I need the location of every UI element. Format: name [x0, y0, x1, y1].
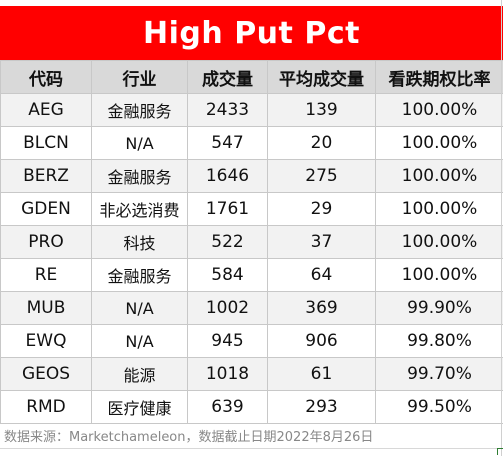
cell-ticker[interactable]: MUB [0, 291, 92, 325]
grid-line [0, 448, 503, 449]
table-row: EWQ N/A 945 906 99.80% [0, 324, 503, 358]
cell-put-ratio[interactable]: 99.70% [375, 357, 503, 391]
cell-avg-volume[interactable]: 293 [267, 390, 376, 424]
cell-put-ratio[interactable]: 100.00% [375, 225, 503, 259]
cell-volume[interactable]: 2433 [187, 93, 268, 127]
cell-ticker[interactable]: RMD [0, 390, 92, 424]
header-avg-volume[interactable]: 平均成交量 [267, 60, 376, 94]
header-ticker[interactable]: 代码 [0, 60, 92, 94]
table-row: GDEN 非必选消费 1761 29 100.00% [0, 192, 503, 226]
cell-industry[interactable]: 医疗健康 [91, 390, 188, 424]
table-row: PRO 科技 522 37 100.00% [0, 225, 503, 259]
cell-put-ratio[interactable]: 100.00% [375, 159, 503, 193]
cell-industry[interactable]: 非必选消费 [91, 192, 188, 226]
cell-ticker[interactable]: GEOS [0, 357, 92, 391]
cell-put-ratio[interactable]: 99.50% [375, 390, 503, 424]
table-row: RE 金融服务 584 64 100.00% [0, 258, 503, 292]
header-volume[interactable]: 成交量 [187, 60, 268, 94]
cell-put-ratio[interactable]: 99.90% [375, 291, 503, 325]
cell-put-ratio[interactable]: 99.80% [375, 324, 503, 358]
cell-industry[interactable]: 金融服务 [91, 159, 188, 193]
cell-avg-volume[interactable]: 369 [267, 291, 376, 325]
cell-avg-volume[interactable]: 37 [267, 225, 376, 259]
cell-volume[interactable]: 945 [187, 324, 268, 358]
table-row: MUB N/A 1002 369 99.90% [0, 291, 503, 325]
cell-volume[interactable]: 1761 [187, 192, 268, 226]
cell-volume[interactable]: 522 [187, 225, 268, 259]
cell-industry[interactable]: 金融服务 [91, 258, 188, 292]
cell-avg-volume[interactable]: 29 [267, 192, 376, 226]
cell-ticker[interactable]: RE [0, 258, 92, 292]
selection-corner-mark [497, 448, 503, 455]
cell-volume[interactable]: 639 [187, 390, 268, 424]
cell-industry[interactable]: N/A [91, 291, 188, 325]
data-source-note: 数据来源：Marketchameleon，数据截止日期2022年8月26日 [4, 430, 374, 445]
cell-avg-volume[interactable]: 139 [267, 93, 376, 127]
cell-industry[interactable]: 金融服务 [91, 93, 188, 127]
cell-volume[interactable]: 1646 [187, 159, 268, 193]
cell-volume[interactable]: 547 [187, 126, 268, 160]
cell-avg-volume[interactable]: 64 [267, 258, 376, 292]
cell-ticker[interactable]: BLCN [0, 126, 92, 160]
cell-avg-volume[interactable]: 906 [267, 324, 376, 358]
cell-avg-volume[interactable]: 275 [267, 159, 376, 193]
cell-ticker[interactable]: PRO [0, 225, 92, 259]
cell-ticker[interactable]: GDEN [0, 192, 92, 226]
table-row: BLCN N/A 547 20 100.00% [0, 126, 503, 160]
cell-industry[interactable]: 能源 [91, 357, 188, 391]
cell-volume[interactable]: 1002 [187, 291, 268, 325]
table-row: AEG 金融服务 2433 139 100.00% [0, 93, 503, 127]
table-title: High Put Pct [0, 6, 503, 60]
cell-volume[interactable]: 584 [187, 258, 268, 292]
table-row: BERZ 金融服务 1646 275 100.00% [0, 159, 503, 193]
table-row: GEOS 能源 1018 61 99.70% [0, 357, 503, 391]
table-row: RMD 医疗健康 639 293 99.50% [0, 390, 503, 424]
put-pct-table: 代码 行业 成交量 平均成交量 看跌期权比率 AEG 金融服务 2433 139… [0, 60, 503, 424]
cell-industry[interactable]: N/A [91, 324, 188, 358]
cell-industry[interactable]: N/A [91, 126, 188, 160]
grid-line [501, 0, 502, 456]
cell-ticker[interactable]: AEG [0, 93, 92, 127]
cell-avg-volume[interactable]: 61 [267, 357, 376, 391]
cell-ticker[interactable]: BERZ [0, 159, 92, 193]
cell-ticker[interactable]: EWQ [0, 324, 92, 358]
cell-put-ratio[interactable]: 100.00% [375, 126, 503, 160]
cell-put-ratio[interactable]: 100.00% [375, 93, 503, 127]
header-industry[interactable]: 行业 [91, 60, 188, 94]
header-row: 代码 行业 成交量 平均成交量 看跌期权比率 [0, 60, 503, 94]
header-put-ratio[interactable]: 看跌期权比率 [375, 60, 503, 94]
cell-industry[interactable]: 科技 [91, 225, 188, 259]
cell-volume[interactable]: 1018 [187, 357, 268, 391]
cell-put-ratio[interactable]: 100.00% [375, 192, 503, 226]
cell-avg-volume[interactable]: 20 [267, 126, 376, 160]
cell-put-ratio[interactable]: 100.00% [375, 258, 503, 292]
